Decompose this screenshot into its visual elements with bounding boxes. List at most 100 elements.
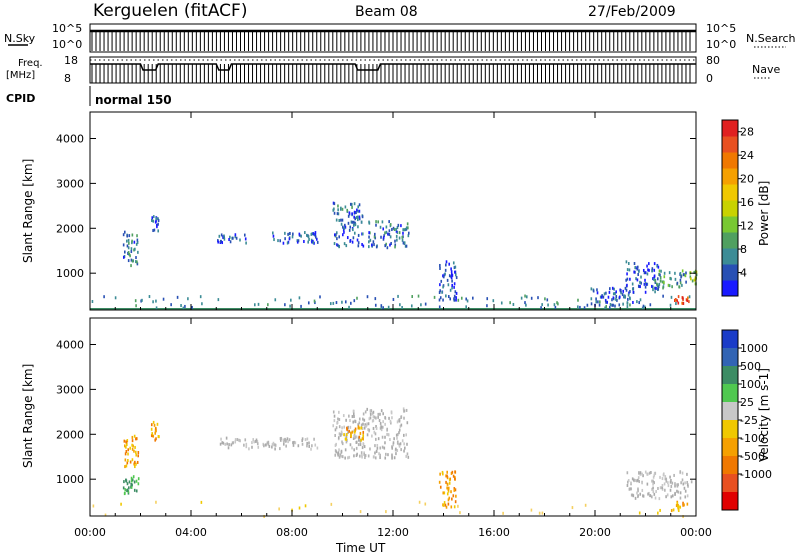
power-cell xyxy=(457,298,460,302)
velocity-cell xyxy=(334,453,337,457)
velocity-cell xyxy=(349,425,352,429)
power-cell xyxy=(679,278,682,282)
velocity-cell xyxy=(391,453,393,457)
velocity-cell xyxy=(332,424,335,428)
velocity-cell xyxy=(639,472,642,476)
power-cell xyxy=(681,283,683,287)
velocity-cell xyxy=(452,474,455,478)
y-tick-label: 3000 xyxy=(56,383,84,396)
velocity-cell xyxy=(384,435,386,439)
velocity-cell xyxy=(351,430,354,434)
power-cell xyxy=(297,239,300,243)
velocity-cell xyxy=(253,440,255,444)
velocity-cell xyxy=(683,503,685,507)
power-cell xyxy=(605,304,608,308)
velocity-cell xyxy=(131,439,134,443)
power-cell xyxy=(235,236,238,240)
power-cell xyxy=(420,303,422,307)
power-cell xyxy=(162,297,165,301)
power-cell xyxy=(439,263,441,267)
power-cell xyxy=(368,240,370,244)
power-cell xyxy=(366,295,369,299)
velocity-cell xyxy=(354,420,357,424)
velocity-cell xyxy=(131,443,133,447)
power-cell xyxy=(289,231,291,235)
velocity-cell xyxy=(372,415,375,419)
velocity-cell xyxy=(686,472,688,476)
velocity-cell xyxy=(356,452,358,456)
velocity-cell xyxy=(445,474,447,478)
power-cell xyxy=(604,298,607,302)
power-cell xyxy=(380,235,382,239)
velocity-x-axis: 00:00 04:00 08:00 12:00 16:00 20:00 00:00 xyxy=(74,318,712,539)
power-cell xyxy=(655,286,657,290)
velocity-cell xyxy=(418,500,421,504)
power-cell xyxy=(406,222,409,226)
velocity-cell xyxy=(630,487,632,491)
velocity-cell xyxy=(360,426,363,430)
velocity-cell xyxy=(135,489,138,493)
velocity-cell xyxy=(627,479,630,483)
velocity-cell xyxy=(245,442,248,446)
power-cell xyxy=(674,271,676,275)
velocity-cell xyxy=(406,421,409,425)
power-cell xyxy=(126,234,129,238)
velocity-cell xyxy=(406,452,409,456)
velocity-cell xyxy=(367,422,370,426)
velocity-cell xyxy=(301,442,304,446)
power-cell xyxy=(312,241,315,245)
velocity-cell xyxy=(652,482,654,486)
velocity-cell xyxy=(337,451,340,455)
power-cell xyxy=(509,301,511,305)
power-cell xyxy=(133,248,135,252)
power-cell xyxy=(586,303,589,307)
velocity-cell xyxy=(340,450,343,454)
velocity-cell xyxy=(629,487,631,491)
power-cell xyxy=(353,210,356,214)
power-cell xyxy=(688,295,691,299)
power-cell xyxy=(679,281,682,285)
velocity-cell xyxy=(379,426,382,430)
velocity-cell xyxy=(135,437,138,441)
power-cell xyxy=(157,222,159,226)
velocity-cell xyxy=(308,441,310,445)
nsky-frame xyxy=(89,23,697,53)
power-cell xyxy=(651,284,653,288)
velocity-cell xyxy=(395,447,397,451)
velocity-cell xyxy=(451,470,454,474)
velocity-cell xyxy=(390,421,392,425)
velocity-cell xyxy=(368,417,371,421)
velocity-cell xyxy=(134,465,136,469)
power-cell xyxy=(653,277,655,281)
velocity-cell xyxy=(653,481,655,485)
velocity-cell xyxy=(221,441,224,445)
velocity-cell xyxy=(267,442,270,446)
power-cell xyxy=(455,273,457,277)
velocity-cell xyxy=(357,443,360,447)
power-cell xyxy=(347,221,350,225)
power-cell xyxy=(622,289,625,293)
velocity-cell xyxy=(364,454,367,458)
power-cell xyxy=(659,279,662,283)
velocity-cell xyxy=(407,455,410,459)
velocity-cell xyxy=(630,493,633,497)
velocity-cell xyxy=(637,487,639,491)
power-cell xyxy=(663,275,666,279)
velocity-cell xyxy=(399,424,402,428)
velocity-cell xyxy=(676,489,678,493)
power-cell xyxy=(674,277,677,281)
power-cell xyxy=(223,234,225,238)
velocity-cell xyxy=(220,437,222,441)
velocity-cell xyxy=(674,492,676,496)
velocity-cell xyxy=(130,482,133,486)
power-colorbar-tick-label: 24 xyxy=(740,149,754,162)
power-cell xyxy=(643,271,646,275)
power-cell xyxy=(387,232,389,236)
velocity-panel: 1000 2000 3000 4000 00:00 04:00 08:00 12:00 16:… xyxy=(21,317,712,539)
velocity-cell xyxy=(389,438,391,442)
power-cell xyxy=(614,304,616,308)
velocity-cell xyxy=(132,475,135,479)
power-cell xyxy=(300,304,302,308)
velocity-cell xyxy=(136,460,139,464)
power-cell xyxy=(349,225,352,229)
